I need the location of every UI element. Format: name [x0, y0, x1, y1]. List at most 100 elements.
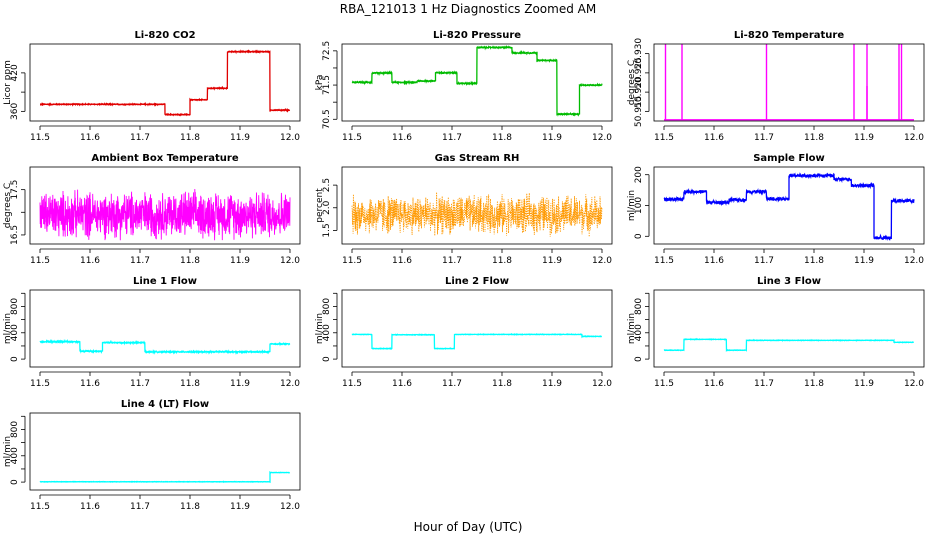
x-tick-label: 12.0: [592, 133, 612, 143]
x-tick-label: 11.8: [180, 133, 200, 143]
panel-title: Line 2 Flow: [445, 276, 509, 287]
y-tick-label: 17.5: [10, 180, 20, 200]
x-tick-label: 11.5: [30, 256, 50, 266]
panel-title: Gas Stream RH: [435, 153, 520, 164]
y-tick-label: 1.5: [322, 223, 332, 237]
x-tick-label: 12.0: [280, 256, 300, 266]
plot-frame: [341, 43, 613, 122]
y-tick-label: 71.5: [322, 75, 332, 95]
y-axis-label: kPa: [315, 75, 325, 91]
y-tick-label: 420: [10, 64, 20, 81]
x-tick-label: 11.7: [130, 256, 150, 266]
x-tick-label: 11.6: [392, 133, 412, 143]
x-tick-label: 12.0: [280, 502, 300, 512]
x-tick-label: 11.6: [704, 256, 724, 266]
x-tick-label: 11.5: [654, 379, 674, 389]
panel-5: Gas Stream RH percent 11.5 11.6 11.7 11.8 11.9…: [315, 153, 613, 266]
y-axis-label: degrees C: [627, 60, 637, 105]
y-tick-label: 0: [322, 356, 332, 362]
y-tick-label: 16.5: [10, 225, 20, 245]
x-tick-label: 11.9: [542, 379, 562, 389]
plot-frame: [29, 289, 301, 368]
x-tick-label: 11.7: [754, 256, 774, 266]
x-tick-label: 11.5: [30, 133, 50, 143]
y-axis-label: Licor ppm: [3, 60, 13, 105]
x-tick-label: 11.7: [130, 502, 150, 512]
panel-1: Li-820 CO2 Licor ppm 11.5 11.6 11.7 11.8 11.9 1…: [3, 30, 301, 143]
y-tick-label: 70.5: [322, 109, 332, 129]
x-tick-label: 11.9: [542, 256, 562, 266]
series-line: [351, 192, 603, 237]
x-tick-label: 11.8: [180, 379, 200, 389]
x-tick-label: 11.5: [30, 502, 50, 512]
plot-frame: [653, 43, 925, 122]
series-line: [663, 337, 915, 352]
panel-title: Line 4 (LT) Flow: [121, 399, 209, 410]
x-tick-label: 11.9: [854, 133, 874, 143]
plot-frame: [29, 166, 301, 245]
panel-title: Ambient Box Temperature: [91, 153, 238, 164]
x-tick-label: 12.0: [904, 379, 924, 389]
plot-frame: [29, 43, 301, 122]
panel-title: Line 1 Flow: [133, 276, 197, 287]
panel-8: Line 2 Flow ml/min 11.5 11.6 11.7 11.8 11.9 12.…: [315, 276, 613, 389]
x-tick-label: 11.5: [30, 379, 50, 389]
series-line: [39, 338, 291, 355]
panel-title: Sample Flow: [753, 153, 825, 164]
y-tick-label: 2.5: [322, 178, 332, 192]
figure-xlabel: Hour of Day (UTC): [414, 520, 523, 534]
x-tick-label: 11.5: [654, 133, 674, 143]
y-tick-label: 72.5: [322, 41, 332, 61]
y-tick-label: 400: [634, 324, 644, 341]
y-tick-label: 0: [634, 233, 644, 239]
y-tick-label: 0: [634, 356, 644, 362]
y-tick-label: 400: [10, 324, 20, 341]
x-tick-label: 11.5: [342, 256, 362, 266]
x-tick-label: 12.0: [592, 379, 612, 389]
panel-9: Line 3 Flow ml/min 11.5 11.6 11.7 11.8 11.9 12.…: [627, 276, 925, 389]
x-tick-label: 12.0: [592, 256, 612, 266]
y-axis-label: ml/min: [3, 313, 13, 344]
x-tick-label: 11.7: [442, 256, 462, 266]
x-tick-label: 11.9: [542, 133, 562, 143]
x-tick-label: 11.7: [754, 133, 774, 143]
x-tick-label: 11.9: [854, 379, 874, 389]
y-tick-label: 0: [10, 479, 20, 485]
x-tick-label: 12.0: [904, 133, 924, 143]
x-tick-label: 11.7: [130, 379, 150, 389]
x-tick-label: 12.0: [280, 379, 300, 389]
x-tick-label: 11.5: [342, 133, 362, 143]
x-tick-label: 11.9: [230, 379, 250, 389]
x-tick-label: 11.8: [492, 133, 512, 143]
x-tick-label: 11.5: [342, 379, 362, 389]
y-tick-label: 0: [10, 356, 20, 362]
x-tick-label: 11.6: [704, 133, 724, 143]
panel-7: Line 1 Flow ml/min 11.5 11.6 11.7 11.8 11.9 12.…: [3, 276, 301, 389]
y-axis-label: ml/min: [315, 313, 325, 344]
x-tick-label: 11.6: [80, 502, 100, 512]
panel-title: Li-820 Temperature: [734, 30, 844, 41]
x-tick-label: 11.5: [654, 256, 674, 266]
y-tick-label: 800: [10, 421, 20, 438]
y-tick-label: 50.920: [634, 76, 644, 108]
x-tick-label: 11.6: [392, 256, 412, 266]
y-tick-label: 50.930: [634, 38, 644, 70]
series-line: [39, 470, 291, 484]
x-tick-label: 11.6: [80, 256, 100, 266]
y-tick-label: 400: [322, 324, 332, 341]
x-tick-label: 11.7: [754, 379, 774, 389]
x-tick-label: 11.7: [442, 379, 462, 389]
y-tick-label: 2.0: [322, 200, 332, 215]
plot-frame: [29, 412, 301, 491]
y-tick-label: 800: [634, 298, 644, 315]
x-tick-label: 11.7: [442, 133, 462, 143]
plot-frame: [653, 289, 925, 368]
x-tick-label: 11.9: [230, 502, 250, 512]
plot-frame: [341, 289, 613, 368]
y-axis-label: degrees C: [3, 183, 13, 228]
x-tick-label: 11.8: [180, 502, 200, 512]
x-tick-label: 11.9: [230, 133, 250, 143]
plot-frame: [653, 166, 925, 245]
x-tick-label: 11.6: [704, 379, 724, 389]
y-tick-label: 200: [634, 166, 644, 183]
